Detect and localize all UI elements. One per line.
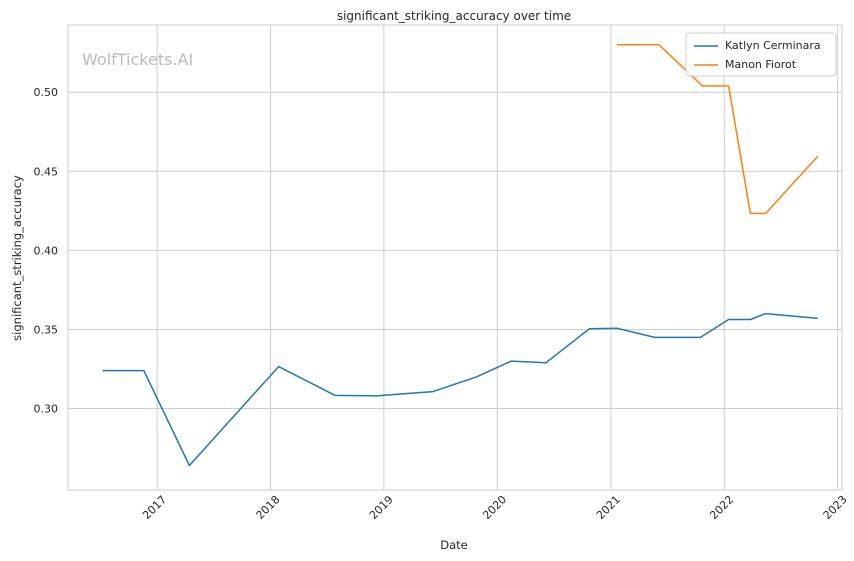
- x-tick-label: 2023: [821, 493, 850, 522]
- y-tick-label: 0.50: [34, 86, 59, 99]
- x-tick-label: 2018: [254, 493, 283, 522]
- chart-title: significant_striking_accuracy over time: [337, 9, 571, 23]
- y-tick-label: 0.35: [34, 323, 59, 336]
- legend: Katlyn Cerminara Manon Fiorot: [685, 32, 837, 77]
- legend-label-katlyn-cerminara: Katlyn Cerminara: [725, 39, 821, 52]
- x-tick-label: 2021: [594, 493, 623, 522]
- series-lines: [102, 44, 819, 467]
- x-tick-label: 2019: [367, 493, 396, 522]
- plot-area: [67, 24, 843, 491]
- legend-box: [685, 32, 837, 77]
- x-axis-label: Date: [440, 538, 468, 552]
- series-line-manon-fiorot: [616, 44, 819, 215]
- y-tick-label: 0.40: [34, 244, 59, 257]
- y-tick-label: 0.45: [34, 165, 59, 178]
- y-tick-labels: 0.30 0.35 0.40 0.45 0.50: [34, 86, 59, 415]
- x-tick-labels: 2017 2018 2019 2020 2021 2022 2023: [140, 493, 850, 522]
- legend-label-manon-fiorot: Manon Fiorot: [725, 58, 797, 71]
- x-tick-label: 2020: [480, 493, 509, 522]
- x-tick-label: 2022: [707, 493, 736, 522]
- y-axis-label: significant_striking_accuracy: [10, 175, 24, 341]
- x-tick-label: 2017: [140, 493, 169, 522]
- y-tick-label: 0.30: [34, 403, 59, 416]
- series-line-katlyn-cerminara: [102, 312, 818, 467]
- watermark: WolfTickets.AI: [82, 50, 193, 69]
